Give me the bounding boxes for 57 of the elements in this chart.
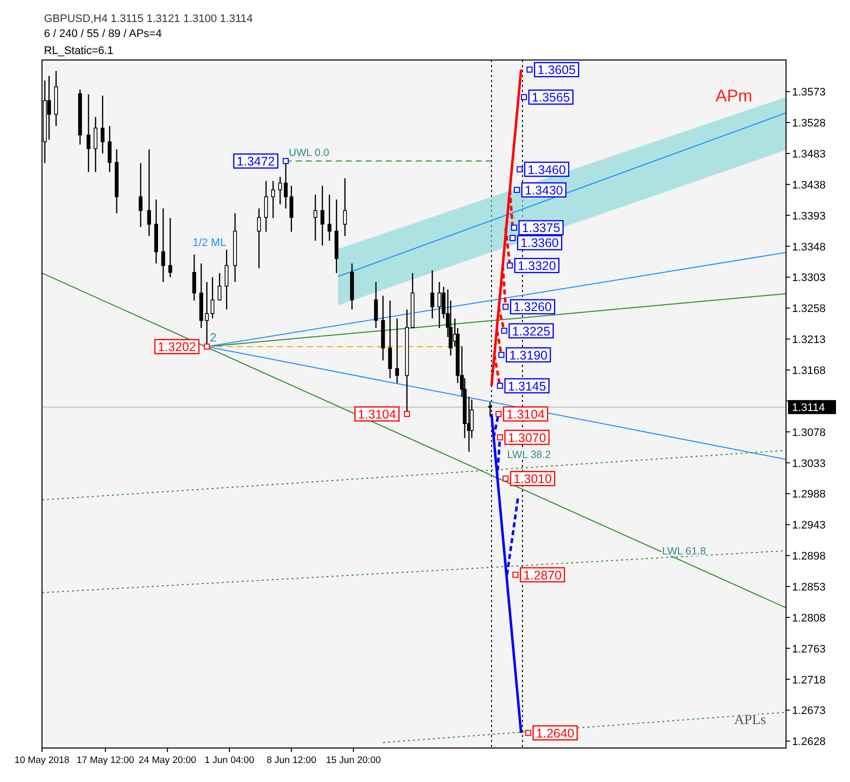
chart-subtitle: 6 / 240 / 55 / 89 / APs=4 bbox=[44, 28, 162, 40]
y-tick-label: 1.2853 bbox=[792, 581, 826, 594]
data-label: 1.3430 bbox=[524, 183, 564, 198]
y-tick-label: 1.3348 bbox=[792, 241, 826, 254]
data-label: 1.2640 bbox=[536, 726, 574, 740]
y-tick-label: 1.2808 bbox=[792, 612, 826, 624]
annotation: LWL 38.2 bbox=[507, 448, 552, 461]
annotation: APLs bbox=[734, 713, 766, 728]
data-label: 1.3010 bbox=[513, 472, 552, 486]
data-label: 1.3460 bbox=[528, 162, 566, 177]
data-label: 1.3225 bbox=[512, 324, 550, 338]
annotation: APm bbox=[716, 86, 752, 106]
y-tick-label: 1.3528 bbox=[792, 118, 826, 130]
y-tick-label: 1.3168 bbox=[792, 364, 826, 377]
y-tick-label: 1.3078 bbox=[792, 426, 826, 439]
x-tick-label: 10 May 2018 bbox=[14, 755, 70, 766]
y-tick-label: 1.3033 bbox=[792, 458, 826, 470]
y-tick-label: 1.2943 bbox=[792, 520, 826, 532]
data-label: 1.3104 bbox=[358, 407, 396, 422]
annotation: UWL 0.0 bbox=[288, 147, 330, 160]
y-tick-label: 1.2763 bbox=[792, 643, 826, 656]
annotation: 2 bbox=[210, 330, 217, 345]
data-label: 1.3375 bbox=[522, 221, 560, 236]
data-label: 1.3472 bbox=[236, 154, 275, 169]
y-tick-label: 1.3573 bbox=[792, 86, 826, 99]
data-label: 1.3360 bbox=[520, 236, 559, 250]
y-tick-label: 1.3258 bbox=[792, 303, 826, 316]
annotation: LWL 61.8 bbox=[662, 546, 706, 558]
x-tick-label: 24 May 20:00 bbox=[138, 755, 196, 766]
y-tick-label: 1.2718 bbox=[792, 674, 826, 686]
ref-line-label: 1.3114 bbox=[792, 402, 825, 414]
data-label: 1.3145 bbox=[508, 379, 546, 394]
data-label: 1.3070 bbox=[508, 430, 546, 445]
data-label: 1.3565 bbox=[532, 90, 570, 105]
y-tick-label: 1.3213 bbox=[792, 334, 826, 346]
data-label: 1.3260 bbox=[513, 300, 552, 314]
y-tick-label: 1.3393 bbox=[792, 210, 826, 222]
chart-title: GBPUSD,H4 1.3115 1.3121 1.3100 1.3114 bbox=[44, 13, 253, 25]
x-tick-label: 15 Jun 20:00 bbox=[326, 755, 381, 766]
x-tick-label: 1 Jun 04:00 bbox=[204, 755, 254, 766]
data-label: 1.2870 bbox=[523, 568, 562, 582]
text: RL_Static=6.1 bbox=[44, 45, 114, 57]
data-label: 1.3320 bbox=[518, 259, 556, 274]
y-tick-label: 1.3438 bbox=[792, 179, 826, 192]
data-label: 1.3190 bbox=[509, 348, 548, 362]
y-tick-label: 1.2898 bbox=[792, 550, 826, 563]
data-label: 1.3202 bbox=[158, 340, 196, 354]
y-tick-label: 1.3483 bbox=[792, 148, 826, 160]
data-label: 1.3605 bbox=[537, 63, 576, 78]
x-tick-label: 17 May 12:00 bbox=[76, 755, 134, 766]
x-tick-label: 8 Jun 12:00 bbox=[266, 755, 316, 766]
y-tick-label: 1.3303 bbox=[792, 272, 826, 284]
y-tick-label: 1.2673 bbox=[792, 705, 826, 718]
y-tick-label: 1.2628 bbox=[792, 736, 826, 748]
data-label: 1.3104 bbox=[506, 407, 545, 422]
y-tick-label: 1.2988 bbox=[792, 488, 826, 501]
annotation: 1/2 ML bbox=[192, 236, 226, 249]
